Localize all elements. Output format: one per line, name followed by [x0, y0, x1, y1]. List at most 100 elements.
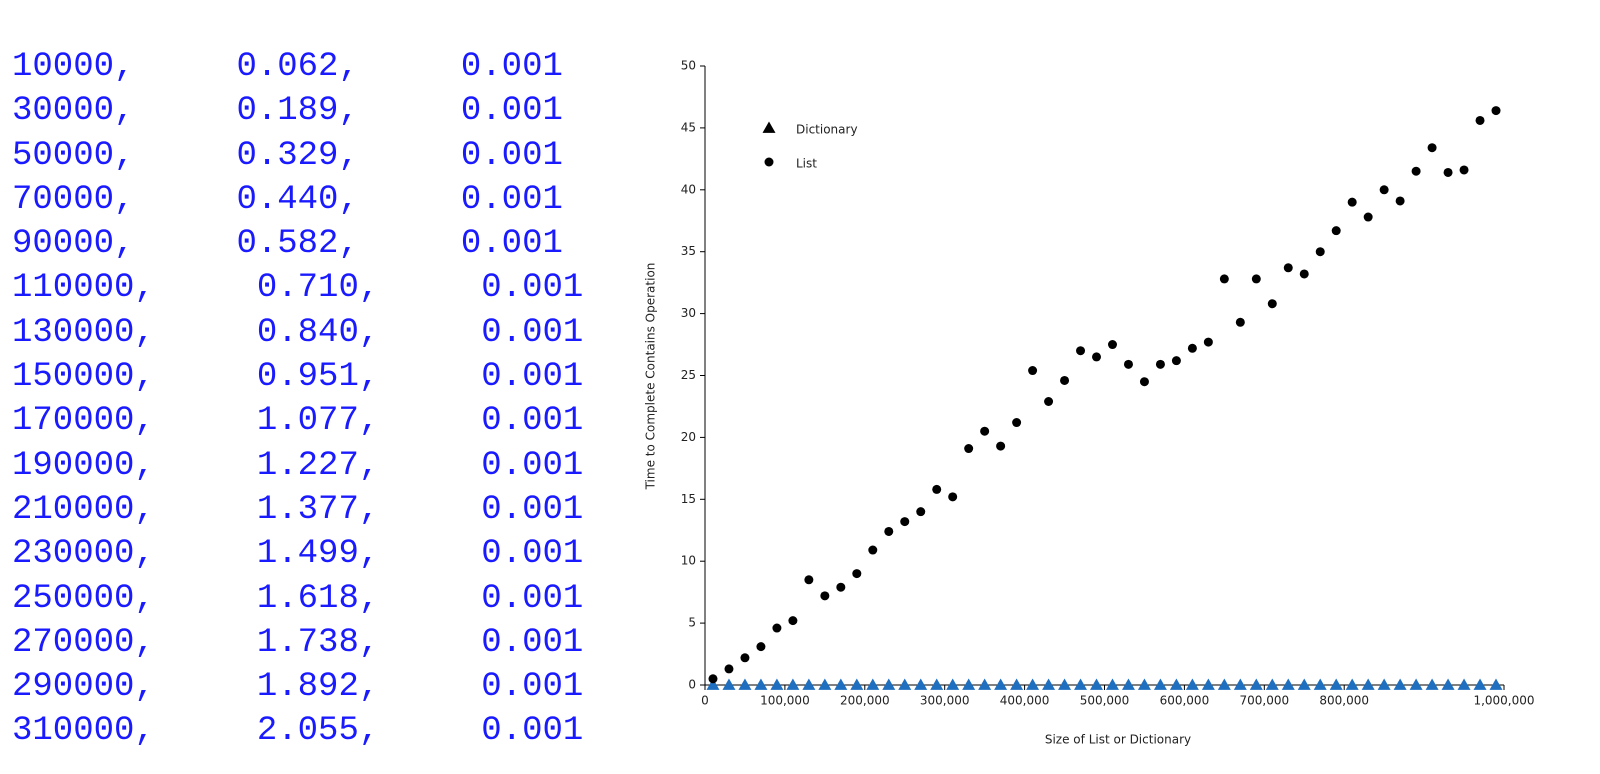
- listing-row: 150000, 0.951, 0.001: [12, 355, 583, 399]
- data-point: [868, 545, 878, 555]
- data-point: [1187, 343, 1197, 353]
- x-tick-label: 1,000,000: [1473, 694, 1534, 708]
- data-point: [962, 678, 976, 690]
- x-tick-label: 800,000: [1319, 694, 1369, 708]
- data-point: [1347, 197, 1357, 207]
- listing-row: 270000, 1.738, 0.001: [12, 621, 583, 665]
- y-tick-label: 25: [681, 368, 696, 382]
- data-point: [948, 492, 958, 502]
- data-point: [1076, 346, 1086, 356]
- data-point: [1281, 678, 1295, 690]
- listing-cell: 1.077,: [256, 402, 380, 441]
- listing-cell: 0.001: [481, 623, 584, 662]
- data-point: [1137, 678, 1151, 690]
- data-point: [1058, 678, 1072, 690]
- data-point: [1105, 678, 1119, 690]
- data-point: [898, 678, 912, 690]
- data-point: [1313, 678, 1327, 690]
- data-point: [1393, 678, 1407, 690]
- listing-row: 90000, 0.582, 0.001: [12, 222, 583, 266]
- data-point: [1283, 263, 1293, 273]
- data-point: [1153, 678, 1167, 690]
- data-point: [1267, 299, 1277, 309]
- listing-cell: 0.001: [481, 668, 584, 707]
- data-point: [1329, 678, 1343, 690]
- listing-cell: 130000,: [12, 313, 155, 352]
- listing-cell: 0.001: [460, 92, 563, 131]
- data-point: [1090, 678, 1104, 690]
- data-point: [1427, 143, 1437, 153]
- data-point: [1379, 185, 1389, 195]
- data-point: [788, 616, 798, 626]
- data-point: [1409, 678, 1423, 690]
- listing-cell: 1.227,: [256, 446, 380, 485]
- listing-cell: 110000,: [12, 269, 155, 308]
- data-point: [770, 678, 784, 690]
- listing-cell: 90000,: [12, 225, 135, 264]
- data-point: [1361, 678, 1375, 690]
- data-point: [850, 678, 864, 690]
- listing-row: 210000, 1.377, 0.001: [12, 488, 583, 532]
- listing-cell: 50000,: [12, 136, 135, 175]
- x-tick-label: 600,000: [1160, 694, 1210, 708]
- data-point: [724, 664, 734, 674]
- y-tick-label: 40: [681, 182, 696, 196]
- listing-cell: 310000,: [12, 712, 155, 751]
- data-point: [1491, 106, 1501, 116]
- data-point: [916, 507, 926, 517]
- data-point: [882, 678, 896, 690]
- listing-cell: 0.001: [481, 490, 584, 529]
- x-tick-label: 500,000: [1080, 694, 1130, 708]
- y-axis-label: Time to Complete Contains Operation: [644, 263, 658, 491]
- data-point: [1331, 226, 1341, 236]
- listing-row: 70000, 0.440, 0.001: [12, 178, 583, 222]
- data-point: [756, 642, 766, 652]
- legend-marker: [762, 121, 776, 133]
- data-point: [772, 623, 782, 633]
- data-point: [1044, 396, 1054, 406]
- data-point: [818, 678, 832, 690]
- y-tick-label: 45: [681, 120, 696, 134]
- listing-cell: 210000,: [12, 490, 155, 529]
- data-point: [980, 426, 990, 436]
- listing-cell: 0.189,: [236, 92, 359, 131]
- data-point: [1377, 678, 1391, 690]
- data-point: [1363, 212, 1373, 222]
- data-point: [1441, 678, 1455, 690]
- listing-cell: 0.001: [460, 48, 563, 86]
- listing-cell: 2.055,: [256, 712, 380, 751]
- data-point: [994, 678, 1008, 690]
- data-point: [1026, 678, 1040, 690]
- listing-cell: 290000,: [12, 668, 155, 707]
- listing-row: 130000, 0.840, 0.001: [12, 311, 583, 355]
- data-point: [706, 678, 720, 690]
- data-point: [1457, 678, 1471, 690]
- data-point: [1123, 359, 1133, 369]
- listing-row: 50000, 0.329, 0.001: [12, 134, 583, 178]
- listing-cell: 1.618,: [256, 579, 380, 618]
- data-point: [1473, 678, 1487, 690]
- listing-cell: 0.840,: [256, 313, 380, 352]
- data-point: [1060, 375, 1070, 385]
- data-point: [946, 678, 960, 690]
- data-point: [1299, 269, 1309, 279]
- listing-cell: 0.001: [460, 225, 563, 264]
- data-point: [1169, 678, 1183, 690]
- x-tick-label: 200,000: [840, 694, 890, 708]
- listing-cell: 10000,: [12, 48, 135, 86]
- listing-cell: 30000,: [12, 92, 135, 131]
- data-point: [754, 678, 768, 690]
- data-point: [1459, 165, 1469, 175]
- listing-cell: 0.710,: [256, 269, 380, 308]
- x-tick-label: 300,000: [920, 694, 970, 708]
- y-tick-label: 50: [681, 59, 696, 73]
- listing-cell: 70000,: [12, 180, 135, 219]
- listing-cell: 0.001: [481, 712, 584, 751]
- x-axis-label: Size of List or Dictionary: [1045, 733, 1191, 747]
- listing-cell: 0.001: [481, 269, 584, 308]
- data-point: [722, 678, 736, 690]
- data-point: [740, 653, 750, 663]
- listing-cell: 0.001: [481, 313, 584, 352]
- listing-row: 290000, 1.892, 0.001: [12, 665, 583, 709]
